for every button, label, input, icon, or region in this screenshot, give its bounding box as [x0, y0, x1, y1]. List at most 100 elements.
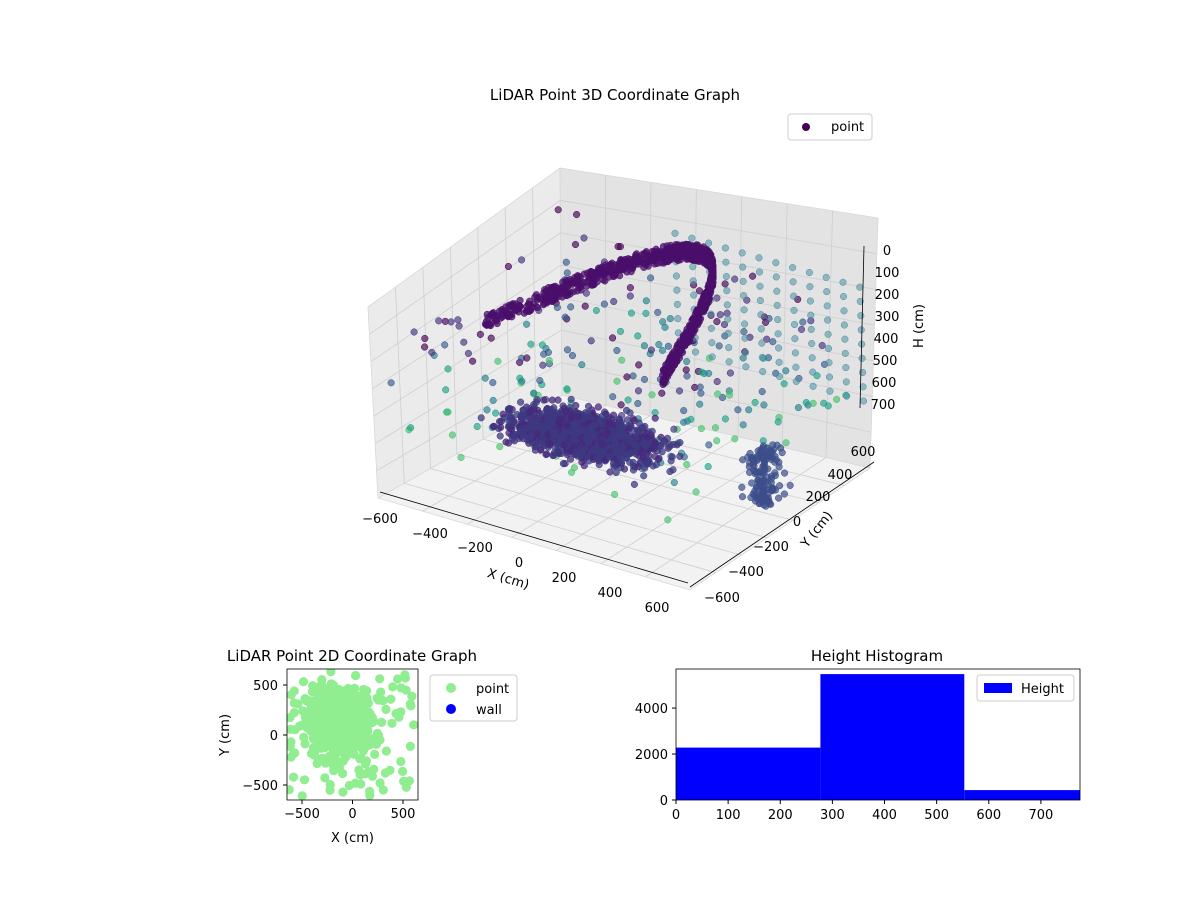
scatter3d-point [629, 372, 637, 380]
scatter3d-point [705, 369, 713, 377]
scatter3d-point [664, 342, 672, 350]
scatter3d-point [857, 326, 865, 334]
scatter3d-point [789, 264, 797, 272]
scatter3d-point [442, 386, 450, 394]
scatter3d-point [645, 451, 653, 459]
scatter3d-point [781, 469, 789, 477]
scatter3d-xtick-label: 0 [515, 556, 523, 571]
scatter2d-point [351, 740, 361, 750]
scatter2d-point [387, 718, 397, 728]
scatter3d-point [697, 425, 705, 433]
scatter3d-point [760, 401, 768, 409]
scatter2d-point [343, 707, 353, 717]
scatter3d-point [778, 449, 786, 457]
scatter3d-point [823, 302, 831, 310]
scatter2d-points [287, 669, 418, 800]
scatter2d-point [365, 790, 375, 800]
histogram-xtick-label: 0 [672, 808, 680, 823]
scatter3d-point [582, 289, 590, 297]
scatter3d-point [697, 389, 705, 397]
histogram-xtick-label: 600 [976, 808, 1001, 823]
wall-gridline [737, 196, 743, 437]
scatter3d-point [624, 434, 633, 442]
scatter3d-point [763, 335, 771, 343]
scatter3d-point [775, 344, 783, 352]
scatter3d-point [739, 277, 747, 285]
scatter3d-legend-frame [787, 113, 873, 141]
scatter3d-x-axis-line [379, 491, 689, 584]
scatter3d-title: LiDAR Point 3D Coordinate Graph [490, 86, 740, 104]
scatter3d-point [839, 292, 848, 301]
scatter3d-point [523, 302, 531, 311]
scatter3d-point [523, 320, 531, 328]
scatter3d-ytick-label: −400 [728, 565, 764, 580]
scatter3d-point [536, 376, 544, 385]
scatter3d-xtick-label: 600 [645, 601, 670, 616]
scatter3d-point [703, 293, 711, 301]
scatter3d-ztick-label: 300 [875, 310, 900, 325]
scatter3d-point [659, 439, 668, 447]
scatter2d-point [371, 739, 381, 750]
scatter2d-point [310, 750, 320, 761]
scatter2d-point [327, 713, 337, 723]
scatter3d-point [841, 349, 849, 357]
scatter3d-point [629, 466, 638, 474]
scatter3d-point [548, 396, 556, 404]
scatter3d-point [758, 353, 766, 361]
scatter3d-point [428, 348, 436, 356]
scatter3d-point [607, 260, 615, 268]
scatter3d-point [649, 462, 657, 470]
scatter3d-point [723, 301, 731, 309]
scatter3d-point [782, 367, 790, 375]
scatter3d-point [618, 356, 626, 364]
scatter3d-point [473, 422, 481, 431]
scatter3d-y-axis-label: Y (cm) [798, 509, 836, 552]
scatter2d-point [369, 716, 379, 726]
scatter3d-point [447, 318, 455, 326]
scatter3d-y-axis-line [689, 461, 875, 588]
scatter2d-point [359, 684, 369, 695]
scatter3d-point [648, 427, 656, 435]
scatter3d-point [791, 349, 799, 357]
scatter3d-point [806, 297, 814, 305]
scatter3d-point [530, 389, 538, 397]
scatter3d-point [807, 311, 815, 319]
scatter3d-point [723, 287, 731, 295]
scatter3d-point [609, 393, 617, 401]
scatter3d-point [554, 447, 562, 455]
scatter3d-point [691, 249, 699, 257]
scatter2d-point [299, 732, 309, 742]
scatter3d-point [410, 328, 418, 336]
scatter2d-point [386, 694, 396, 704]
scatter2d-point [372, 728, 382, 739]
scatter3d-point [618, 431, 626, 439]
scatter3d-point [825, 373, 834, 381]
scatter3d-point [562, 407, 570, 415]
scatter2d-point [338, 768, 348, 779]
scatter3d-point [598, 439, 606, 448]
scatter3d-point [721, 244, 729, 252]
scatter3d-point [609, 459, 618, 467]
scatter3d-point [724, 315, 732, 323]
scatter3d-point [858, 354, 866, 362]
scatter3d-point [509, 301, 517, 309]
scatter3d-point [506, 417, 514, 425]
scatter3d-point [571, 240, 580, 249]
scatter3d-point [620, 262, 628, 270]
wall-gridline [560, 200, 877, 255]
scatter3d-point [715, 342, 723, 350]
scatter3d-point [543, 299, 551, 307]
scatter3d-point [455, 322, 463, 330]
scatter3d-point [808, 340, 816, 348]
scatter3d-point [692, 488, 700, 496]
scatter2d-point [401, 685, 411, 695]
scatter3d-point [487, 334, 495, 342]
scatter3d-point [581, 302, 589, 310]
scatter2d-legend-wall-label: wall [476, 703, 502, 718]
scatter3d-point [623, 256, 631, 265]
scatter2d-point [360, 769, 371, 779]
scatter2d-point [380, 768, 390, 778]
scatter2d-point [287, 724, 296, 734]
scatter2d-point [295, 721, 305, 731]
scatter3d-point [757, 325, 765, 333]
